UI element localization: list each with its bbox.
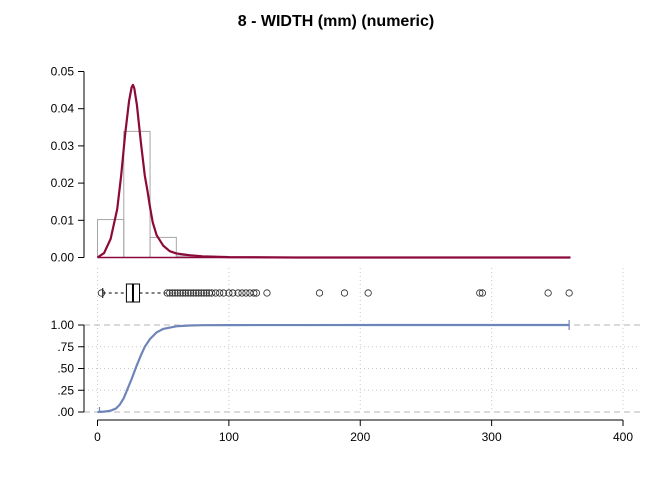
box-outlier	[208, 289, 216, 297]
box-outlier	[250, 289, 258, 297]
box-outlier	[181, 289, 190, 297]
box-outlier	[174, 289, 182, 297]
box-outlier	[97, 289, 106, 297]
ecdf-y-tick-label: .00	[57, 405, 74, 419]
box-outlier	[176, 289, 184, 297]
box-outlier	[216, 289, 224, 297]
ecdf-curve	[97, 323, 570, 414]
ecdf-y-tick-label: .75	[57, 340, 74, 354]
ecdf-y-tick-label: .25	[57, 383, 74, 397]
histogram-bar	[149, 236, 177, 259]
box-outlier	[229, 289, 237, 297]
ecdf-y-tick-label: 1.00	[51, 318, 75, 332]
hist-y-tick-label: 0.00	[51, 251, 75, 265]
box-outlier	[168, 289, 176, 297]
hist-y-tick-label: 0.01	[51, 213, 75, 227]
box-outlier	[189, 289, 198, 297]
box-outlier	[315, 289, 324, 297]
box-outlier	[252, 289, 261, 297]
histogram-bar	[123, 130, 151, 258]
box-outlier	[166, 289, 174, 297]
boxplot-panel	[97, 268, 624, 412]
hist-y-tick-label: 0.05	[51, 65, 75, 79]
box-outlier	[242, 289, 250, 297]
box-outlier	[187, 289, 195, 297]
box-outlier	[364, 289, 372, 297]
hist-y-tick-label: 0.03	[51, 139, 75, 153]
box-outlier	[195, 289, 203, 297]
box-outlier	[544, 289, 552, 297]
box-outlier	[171, 289, 179, 297]
box-outlier	[238, 289, 246, 297]
box-outlier	[478, 289, 487, 297]
box-outlier	[234, 289, 242, 297]
hist-y-tick-label: 0.04	[51, 102, 75, 116]
density-curve	[96, 83, 571, 259]
histogram-panel: 0.00 0.01 0.02 0.03 0.04 0.05	[51, 65, 571, 265]
ecdf-panel: .00 .25 .50 .75 1.00 0 100 200 300 400	[51, 318, 640, 444]
x-tick-label: 300	[482, 430, 502, 444]
x-tick-label: 0	[94, 430, 101, 444]
box-outlier	[212, 289, 220, 297]
x-tick-label: 200	[350, 430, 370, 444]
ecdf-y-tick-label: .50	[57, 362, 74, 376]
box-outlier	[220, 289, 228, 297]
box-outlier	[225, 289, 233, 297]
box-outlier	[192, 289, 200, 297]
box-outlier	[163, 289, 171, 297]
box-outlier	[184, 289, 192, 297]
box-outlier	[263, 289, 271, 297]
hist-y-tick-label: 0.02	[51, 176, 75, 190]
box-outlier	[197, 289, 205, 297]
x-tick-label: 400	[613, 430, 633, 444]
box-outlier	[200, 289, 208, 297]
box-outlier	[565, 289, 573, 297]
x-tick-label: 100	[219, 430, 239, 444]
box-outlier	[340, 289, 349, 297]
chart-title: 8 - WIDTH (mm) (numeric)	[238, 13, 434, 30]
box-outlier	[179, 289, 187, 297]
box-outlier	[202, 289, 211, 297]
box-outlier	[476, 289, 484, 297]
